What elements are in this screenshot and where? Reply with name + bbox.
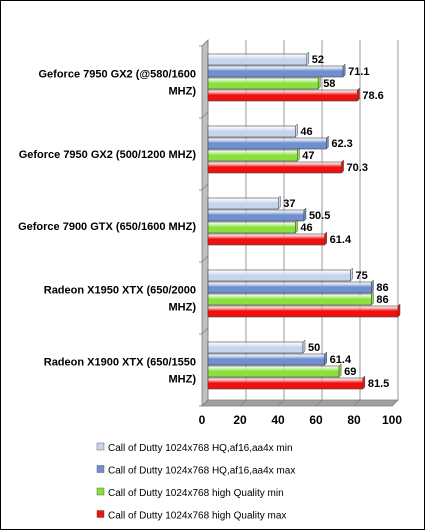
bar (207, 209, 305, 222)
bar (207, 77, 319, 90)
data-label: 61.4 (330, 234, 352, 246)
bar (207, 197, 279, 210)
data-label: 47 (302, 150, 314, 162)
x-tick-label: 40 (271, 413, 285, 427)
x-tick-label: 0 (199, 413, 206, 427)
data-label: 37 (283, 198, 295, 210)
bar (207, 221, 296, 234)
bar-end (317, 75, 321, 90)
floor (201, 399, 399, 407)
category-label: Radeon X1950 XTX (650/2000 (44, 285, 196, 297)
legend-swatch (96, 442, 105, 451)
data-label: 86 (376, 294, 388, 306)
bar (207, 341, 304, 354)
bar-end (324, 231, 327, 246)
bar (207, 65, 344, 78)
category-label: Geforce 7950 GX2 (@580/1600 (39, 69, 197, 81)
bar (207, 233, 325, 246)
bar (207, 305, 399, 318)
data-label: 50.5 (309, 210, 330, 222)
bar-end (324, 351, 327, 366)
data-label: 46 (300, 222, 312, 234)
bar (207, 377, 364, 390)
bar (207, 137, 327, 150)
bar (207, 161, 342, 174)
bar-end (302, 339, 306, 354)
gridline-depth (277, 399, 285, 407)
data-label: 69 (344, 366, 356, 378)
legend-label: Call of Dutty 1024x768 high Quality min (108, 488, 284, 499)
bar-end (397, 303, 401, 318)
category-label: Geforce 7900 GTX (650/1600 MHZ) (18, 221, 196, 233)
bar (207, 149, 298, 162)
category-separator (201, 327, 209, 335)
category-separator (201, 183, 209, 191)
category-label: Geforce 7950 GX2 (500/1200 MHZ) (19, 149, 197, 161)
data-label: 71.1 (348, 66, 369, 78)
bar (207, 269, 351, 282)
gridline-depth (391, 399, 399, 407)
bar-end (295, 219, 298, 234)
bar-end (357, 87, 360, 102)
bar (207, 125, 296, 138)
x-tick-label: 80 (347, 413, 361, 427)
bar (207, 353, 325, 366)
gridline-depth (353, 399, 361, 407)
bar-end (297, 147, 300, 162)
legend-swatch (96, 465, 105, 473)
bar-end (338, 363, 342, 378)
legend-swatch (96, 487, 105, 496)
category-separator (201, 399, 209, 407)
category-label: MHZ) (169, 302, 197, 314)
bar-end (362, 375, 366, 390)
category-label: Radeon X1900 XTX (650/1550 (44, 357, 196, 369)
legend-label: Call of Dutty 1024x768 HQ,af16,aa4x max (108, 466, 295, 477)
bar-end (326, 135, 329, 150)
bar (207, 281, 372, 294)
data-label: 58 (323, 78, 335, 90)
category-label: MHZ) (169, 374, 197, 386)
category-separator (201, 39, 209, 47)
bar-end (350, 267, 353, 282)
bar-end (371, 291, 374, 306)
data-label: 62.3 (331, 138, 352, 150)
bar (207, 293, 372, 306)
data-label: 52 (312, 54, 324, 66)
category-label: MHZ) (169, 86, 197, 98)
bar (207, 53, 308, 66)
category-separator (201, 111, 209, 119)
bar (207, 89, 358, 102)
data-label: 70.3 (347, 162, 368, 174)
data-label: 46 (300, 126, 312, 138)
category-separator (201, 255, 209, 263)
x-tick-label: 60 (309, 413, 323, 427)
legend-swatch (96, 510, 105, 518)
bar-end (303, 207, 307, 222)
data-label: 75 (356, 270, 368, 282)
bar-end (278, 195, 281, 210)
x-tick-label: 100 (382, 413, 402, 427)
bar (207, 365, 340, 378)
data-label: 86 (376, 282, 388, 294)
legend-label: Call of Dutty 1024x768 high Quality max (108, 511, 286, 522)
bar-end (306, 51, 310, 66)
gridline-depth (239, 399, 247, 407)
legend-label: Call of Dutty 1024x768 HQ,af16,aa4x min (108, 443, 293, 454)
data-label: 61.4 (330, 354, 352, 366)
bar-end (342, 63, 346, 78)
bar-end (371, 279, 374, 294)
bar-end (295, 123, 298, 138)
x-tick-label: 20 (233, 413, 247, 427)
side-wall (201, 39, 209, 407)
data-label: 78.6 (362, 90, 383, 102)
bar-end (341, 159, 344, 174)
data-label: 81.5 (368, 378, 389, 390)
data-label: 50 (308, 342, 320, 354)
gridline-depth (315, 399, 323, 407)
